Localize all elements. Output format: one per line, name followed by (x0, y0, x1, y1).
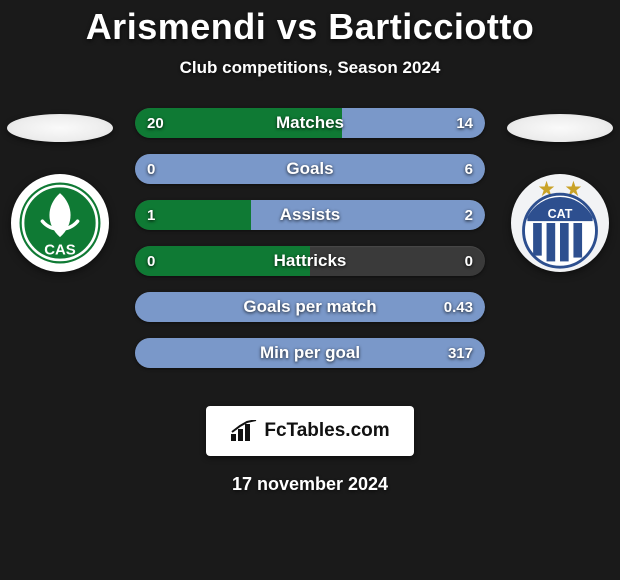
talleres-crest-icon: CAT (512, 175, 608, 271)
stat-val-right: 0 (465, 246, 473, 276)
player-right-col: CAT (500, 108, 620, 272)
stat-row: 0Goals6 (135, 154, 485, 184)
stat-label: Goals (135, 154, 485, 184)
fctables-logo-icon (230, 420, 258, 442)
stat-label: Hattricks (135, 246, 485, 276)
page-title: Arismendi vs Barticciotto (0, 0, 620, 48)
stat-val-right: 317 (448, 338, 473, 368)
club-badge-right: CAT (511, 174, 609, 272)
stat-label: Min per goal (135, 338, 485, 368)
stat-label: Assists (135, 200, 485, 230)
player-right-avatar-placeholder (507, 114, 613, 142)
stat-label: Matches (135, 108, 485, 138)
comparison-content: CAS CAT 20Matches140Goals61Assists20Hatt… (0, 108, 620, 388)
stat-val-right: 2 (465, 200, 473, 230)
stat-val-right: 14 (456, 108, 473, 138)
stats-container: 20Matches140Goals61Assists20Hattricks0Go… (135, 108, 485, 368)
svg-text:CAT: CAT (548, 207, 573, 221)
stat-row: 1Assists2 (135, 200, 485, 230)
stat-val-right: 0.43 (444, 292, 473, 322)
stat-row: 20Matches14 (135, 108, 485, 138)
stat-row: Min per goal317 (135, 338, 485, 368)
stat-label: Goals per match (135, 292, 485, 322)
stat-row: 0Hattricks0 (135, 246, 485, 276)
branding-text: FcTables.com (264, 420, 389, 442)
branding-box: FcTables.com (206, 406, 414, 456)
footer-date: 17 november 2024 (0, 474, 620, 495)
player-left-avatar-placeholder (7, 114, 113, 142)
club-badge-left: CAS (11, 174, 109, 272)
stat-row: Goals per match0.43 (135, 292, 485, 322)
stat-val-right: 6 (465, 154, 473, 184)
page-subtitle: Club competitions, Season 2024 (0, 58, 620, 78)
player-left-col: CAS (0, 108, 120, 272)
svg-text:CAS: CAS (44, 242, 76, 259)
sarmiento-crest-icon: CAS (16, 179, 104, 267)
